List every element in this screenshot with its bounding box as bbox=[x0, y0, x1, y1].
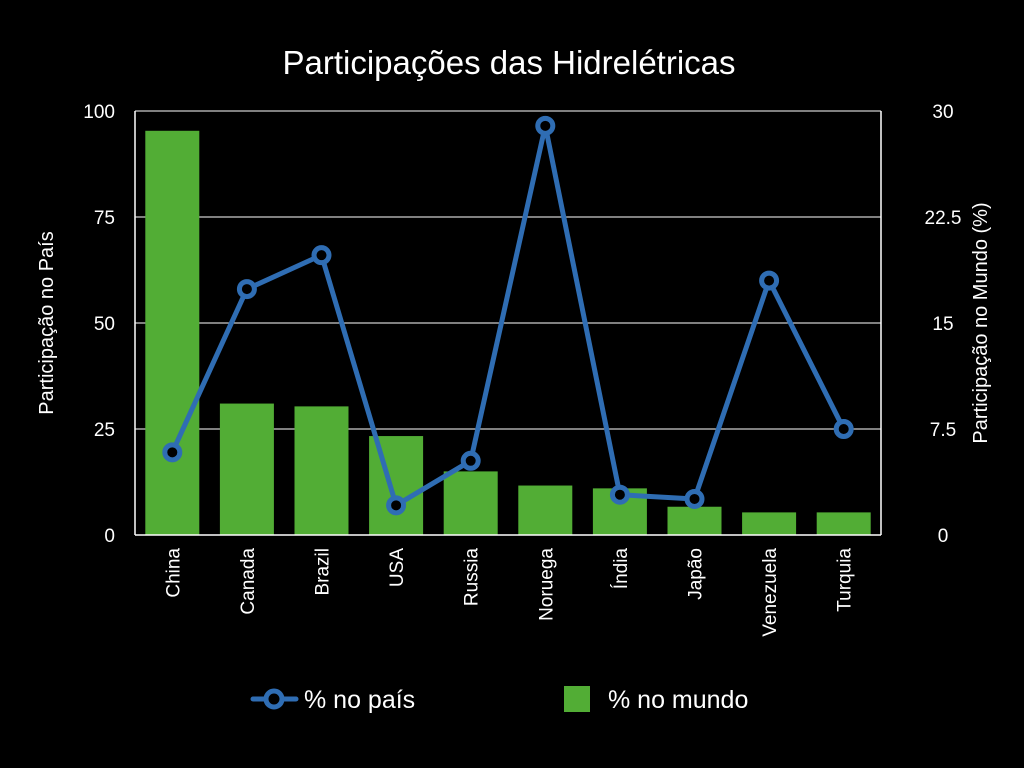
tick-labels: 0 0 25 7.5 50 15 75 22.5 100 30 China Canada Brazil U… bbox=[83, 102, 961, 637]
y-tick-label-right: 22.5 bbox=[925, 208, 962, 229]
legend-label-line: % no país bbox=[304, 686, 415, 714]
axes bbox=[134, 111, 882, 536]
bar bbox=[816, 512, 871, 535]
bar bbox=[742, 512, 797, 535]
y-tick-label-left: 100 bbox=[83, 102, 115, 123]
bar-series bbox=[145, 130, 871, 535]
line-point bbox=[684, 488, 705, 509]
line-point bbox=[386, 495, 407, 516]
x-tick-label: China bbox=[163, 548, 184, 598]
x-tick-label: Brazil bbox=[313, 548, 334, 596]
bar bbox=[443, 471, 498, 535]
line-point bbox=[460, 450, 481, 471]
line-point bbox=[609, 484, 630, 505]
legend-line-marker bbox=[263, 688, 285, 710]
x-tick-label: Turquia bbox=[835, 548, 856, 612]
gridlines bbox=[135, 110, 881, 430]
y-tick-label-left: 0 bbox=[104, 526, 115, 547]
line-point bbox=[236, 279, 257, 300]
line-path bbox=[170, 123, 846, 508]
chart-title: Participações das Hidrelétricas bbox=[282, 44, 735, 81]
legend-bar-swatch bbox=[564, 686, 590, 712]
line-series bbox=[162, 115, 854, 516]
line-point bbox=[162, 442, 183, 463]
y-tick-label-left: 75 bbox=[94, 208, 115, 229]
line-point bbox=[833, 419, 854, 439]
y-axis-label-right: Participação no Mundo (%) bbox=[970, 202, 992, 443]
bar bbox=[294, 406, 349, 535]
x-tick-label: Russia bbox=[462, 548, 483, 607]
x-tick-label: Venezuela bbox=[760, 548, 781, 637]
y-tick-label-right: 7.5 bbox=[930, 420, 956, 441]
y-tick-label-left: 50 bbox=[94, 314, 115, 335]
y-tick-label-right: 30 bbox=[932, 102, 953, 123]
line-point bbox=[311, 245, 332, 266]
x-tick-label: Noruega bbox=[536, 548, 557, 621]
legend-item-bar: % no mundo bbox=[564, 686, 748, 714]
line-point bbox=[535, 115, 556, 136]
line-point bbox=[759, 270, 780, 291]
x-tick-label: Japão bbox=[686, 548, 707, 600]
bar bbox=[518, 485, 573, 535]
legend-item-line: % no país bbox=[250, 686, 415, 714]
legend-label-bar: % no mundo bbox=[608, 686, 748, 714]
y-tick-label-right: 15 bbox=[932, 314, 953, 335]
x-tick-label: Índia bbox=[611, 548, 632, 590]
y-axis-label-left: Participação no País bbox=[36, 231, 58, 414]
bar bbox=[667, 506, 722, 535]
x-tick-label: Canada bbox=[238, 548, 259, 615]
x-tick-label: USA bbox=[387, 548, 408, 587]
bar bbox=[369, 436, 424, 535]
bar bbox=[219, 403, 274, 535]
bar bbox=[145, 130, 200, 535]
y-tick-label-right: 0 bbox=[938, 526, 949, 547]
legend: % no país % no mundo bbox=[250, 686, 748, 714]
y-tick-label-left: 25 bbox=[94, 420, 115, 441]
